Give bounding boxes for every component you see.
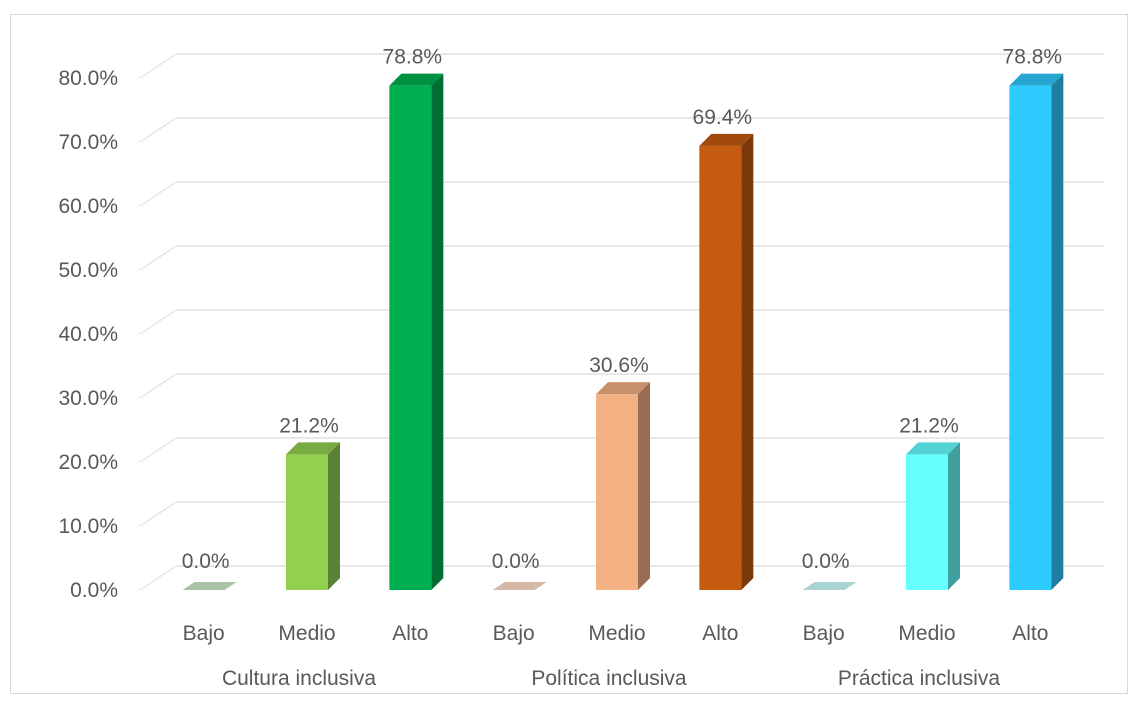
x-tick-label: Bajo <box>183 622 225 645</box>
bar-front <box>1009 85 1052 591</box>
data-label: 30.6% <box>589 354 649 377</box>
bar-front <box>596 394 638 590</box>
bar-side <box>431 73 444 591</box>
y-tick-label: 10.0% <box>58 515 118 538</box>
bar-side <box>638 382 650 590</box>
x-group-label: Política inclusiva <box>531 667 687 690</box>
data-label: 0.0% <box>802 550 850 573</box>
bar-top <box>906 442 960 455</box>
gridline-depth <box>139 565 177 591</box>
x-group-label: Práctica inclusiva <box>838 667 1001 690</box>
x-tick-label: Alto <box>1012 622 1048 645</box>
data-label: 21.2% <box>279 414 339 437</box>
bar-top <box>286 442 340 455</box>
data-label: 21.2% <box>899 414 959 437</box>
bar-side <box>741 133 754 590</box>
x-axis: Bajo Medio Alto Cultura inclusiva Bajo Medio A… <box>183 622 1049 690</box>
y-tick-label: 80.0% <box>58 67 118 90</box>
bar-alto <box>389 73 444 591</box>
bar-top <box>389 73 444 86</box>
gridline-depth <box>139 53 177 79</box>
bar-top <box>1009 73 1064 86</box>
bar-top <box>699 133 754 146</box>
bar-side <box>1051 73 1064 591</box>
bar-alto <box>1009 73 1064 591</box>
bar-medio <box>286 442 340 590</box>
bar-alto <box>699 133 754 590</box>
gridline-depth <box>139 309 177 335</box>
bar-top <box>596 382 650 395</box>
x-tick-label: Medio <box>898 622 955 645</box>
bar-medio <box>596 382 650 590</box>
bar-front <box>699 145 742 590</box>
bar-zero <box>182 582 237 590</box>
bar-zero <box>802 582 857 590</box>
bar-medio <box>906 442 960 590</box>
y-tick-label: 50.0% <box>58 259 118 282</box>
data-label: 0.0% <box>492 550 540 573</box>
x-tick-label: Alto <box>702 622 738 645</box>
bar-side <box>328 442 340 590</box>
gridline-depth <box>139 117 177 143</box>
y-axis: 0.0% 10.0% 20.0% 30.0% 40.0% 50.0% 60.0% 70.0% 8… <box>58 67 118 602</box>
gridline-depth <box>139 501 177 527</box>
bar-front <box>906 454 948 590</box>
bar-side <box>948 442 960 590</box>
y-tick-label: 60.0% <box>58 195 118 218</box>
x-tick-label: Medio <box>588 622 645 645</box>
gridline-depth <box>139 181 177 207</box>
y-tick-label: 40.0% <box>58 323 118 346</box>
x-tick-label: Alto <box>392 622 428 645</box>
bar-zero <box>492 582 547 590</box>
x-tick-label: Medio <box>278 622 335 645</box>
bar-bajo <box>182 582 237 590</box>
gridline-depth <box>139 437 177 463</box>
x-group-label: Cultura inclusiva <box>222 667 376 690</box>
data-labels: 0.0% 21.2% 78.8% 0.0% 30.6% 69.4% 0.0% 21.2% 78.… <box>182 46 1062 573</box>
bar-front <box>286 454 328 590</box>
data-label: 0.0% <box>182 550 230 573</box>
x-tick-label: Bajo <box>493 622 535 645</box>
y-tick-label: 30.0% <box>58 387 118 410</box>
bar-bajo <box>492 582 547 590</box>
y-tick-label: 0.0% <box>70 579 118 602</box>
x-tick-label: Bajo <box>803 622 845 645</box>
gridline-depth <box>139 373 177 399</box>
bar-front <box>389 85 432 591</box>
y-tick-label: 20.0% <box>58 451 118 474</box>
gridline-depth <box>139 245 177 271</box>
data-label: 78.8% <box>1003 46 1063 69</box>
bars <box>182 73 1064 591</box>
y-tick-label: 70.0% <box>58 131 118 154</box>
data-label: 69.4% <box>693 106 753 129</box>
data-label: 78.8% <box>383 46 443 69</box>
bar-bajo <box>802 582 857 590</box>
